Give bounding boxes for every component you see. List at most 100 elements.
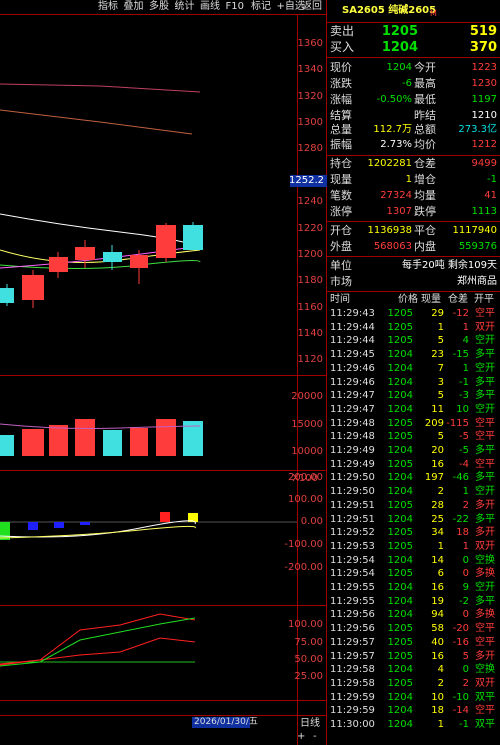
toolbar-button[interactable]: 画线	[200, 1, 220, 12]
tick-volume: 20	[431, 445, 444, 456]
price-axis-label: 1220	[297, 223, 323, 234]
quote-value: 1223	[471, 62, 497, 73]
quote-value: 1117940	[452, 225, 497, 236]
tick-time: 11:29:57	[330, 636, 375, 648]
quote-label: 均量	[414, 189, 436, 202]
quote-value: 112.7万	[373, 124, 412, 135]
tick-type: 多开	[475, 650, 495, 662]
tick-oi-change: -5	[459, 445, 469, 456]
macd-axis-label: 100.00	[288, 494, 323, 505]
tick-volume: 14	[431, 554, 444, 566]
macd-axis-label: -200.00	[284, 562, 323, 573]
zoom-in-button[interactable]: +	[297, 731, 306, 742]
tick-price: 1205	[387, 321, 413, 333]
tick-type: 双开	[475, 677, 495, 689]
tick-volume: 29	[431, 308, 444, 319]
tick-price: 1204	[387, 472, 413, 484]
quote-label: 昨结	[414, 109, 436, 122]
tick-type: 空开	[475, 582, 495, 593]
toolbar-button[interactable]: +自选	[276, 1, 305, 12]
tick-time: 11:29:45	[330, 349, 375, 361]
price-axis-label: 1240	[297, 196, 323, 207]
price-marker: 1252.2	[289, 175, 324, 186]
tick-price: 1204	[387, 664, 413, 676]
quote-value: 1197	[471, 94, 497, 105]
contract-flag: M	[430, 9, 437, 18]
tick-price: 1204	[387, 376, 413, 388]
tick-price: 1205	[387, 431, 413, 443]
toolbar-button[interactable]: 指标	[98, 1, 118, 12]
volume-bars	[0, 419, 203, 456]
tick-price: 1205	[387, 650, 413, 662]
toolbar-button[interactable]: 叠加	[123, 1, 144, 12]
tick-type: 多平	[475, 472, 495, 484]
tick-type: 多开	[475, 527, 495, 539]
tick-oi-change: 0	[462, 664, 469, 676]
tick-volume: 5	[437, 390, 444, 402]
quote-label: 外盘	[330, 240, 352, 253]
volume-axis-label: 15000	[291, 419, 323, 430]
tick-volume: 16	[431, 582, 444, 593]
tick-type: 空平	[475, 636, 495, 648]
tick-volume: 16	[431, 458, 444, 470]
tick-price: 1205	[387, 527, 413, 539]
price-axis-label: 1300	[297, 117, 323, 128]
tick-volume: 58	[431, 623, 444, 635]
tick-volume: 5	[437, 431, 444, 443]
volume-unit: X100	[292, 473, 318, 484]
order-price: 1204	[381, 40, 418, 55]
tick-price: 1205	[387, 335, 413, 347]
tick-time: 11:29:44	[330, 321, 375, 333]
zoom-out-button[interactable]: -	[313, 731, 317, 742]
tick-oi-change: 18	[456, 527, 469, 539]
order-price: 1205	[381, 24, 418, 39]
tick-oi-change: -3	[459, 390, 469, 402]
tick-price: 1204	[387, 445, 413, 456]
tick-price: 1204	[387, 705, 413, 717]
volume-axis-label: 10000	[291, 446, 323, 457]
period-button[interactable]: 日线	[300, 718, 320, 729]
toolbar-button[interactable]: 标记	[251, 1, 271, 12]
tick-price: 1204	[387, 349, 413, 361]
tick-volume: 4	[437, 664, 444, 676]
tick-time: 11:29:47	[330, 390, 375, 402]
tick-price: 1204	[387, 554, 413, 566]
tick-time: 11:29:51	[330, 513, 375, 525]
tick-time: 11:29:44	[330, 335, 375, 347]
kdj-axis-label: 75.00	[294, 637, 323, 648]
quote-value: 559376	[458, 241, 497, 252]
tick-price: 1205	[387, 677, 413, 689]
toolbar-button[interactable]: 统计	[174, 1, 195, 12]
toolbar-button[interactable]: F10	[225, 1, 244, 12]
quote-value: 1212	[471, 139, 497, 150]
tick-time: 11:29:57	[330, 650, 375, 662]
kdj	[0, 613, 196, 667]
tick-oi-change: 1	[462, 486, 469, 498]
tick-oi-change: 5	[462, 650, 469, 662]
quote-value: 1230	[471, 78, 497, 89]
price-marker-box	[290, 175, 327, 187]
price-axis-label: 1160	[297, 302, 323, 313]
toolbar-button[interactable]: 多股	[149, 1, 169, 12]
tick-type: 空开	[475, 486, 495, 498]
tick-oi-change: 1	[462, 362, 469, 374]
toolbar-button[interactable]: 返回	[302, 1, 322, 12]
tick-price: 1204	[387, 362, 413, 374]
tick-price: 1204	[387, 582, 413, 593]
tick-time: 11:29:58	[330, 664, 375, 676]
tick-volume: 7	[437, 362, 444, 374]
tick-type: 多平	[475, 445, 495, 456]
quote-value: 41	[484, 190, 497, 201]
tick-type: 双开	[475, 540, 495, 552]
quote-value: 1136938	[367, 225, 412, 236]
tick-type: 空平	[475, 623, 495, 635]
kdj-axis-label: 50.00	[294, 654, 323, 665]
quote-value: 1210	[471, 110, 497, 121]
tick-volume: 11	[431, 403, 444, 415]
tick-type: 多平	[475, 513, 495, 525]
tick-oi-change: 1	[462, 540, 469, 552]
order-volume: 370	[469, 40, 497, 55]
tick-volume: 40	[431, 636, 444, 648]
tick-price: 1205	[387, 499, 413, 511]
